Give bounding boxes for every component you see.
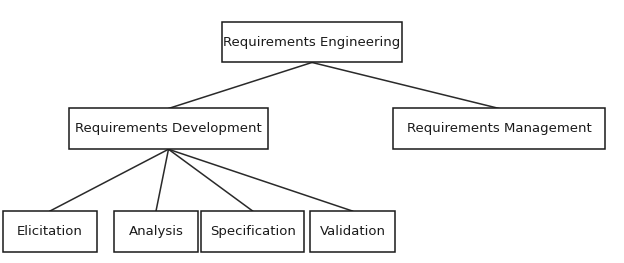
Text: Analysis: Analysis <box>129 225 183 238</box>
FancyBboxPatch shape <box>3 211 97 252</box>
Text: Specification: Specification <box>210 225 296 238</box>
Text: Requirements Development: Requirements Development <box>75 122 262 135</box>
Text: Requirements Engineering: Requirements Engineering <box>223 36 401 49</box>
FancyBboxPatch shape <box>69 109 268 149</box>
FancyBboxPatch shape <box>310 211 394 252</box>
FancyBboxPatch shape <box>393 109 605 149</box>
Text: Validation: Validation <box>319 225 386 238</box>
FancyBboxPatch shape <box>201 211 305 252</box>
FancyBboxPatch shape <box>114 211 198 252</box>
FancyBboxPatch shape <box>222 22 402 63</box>
Text: Requirements Management: Requirements Management <box>407 122 592 135</box>
Text: Elicitation: Elicitation <box>17 225 83 238</box>
